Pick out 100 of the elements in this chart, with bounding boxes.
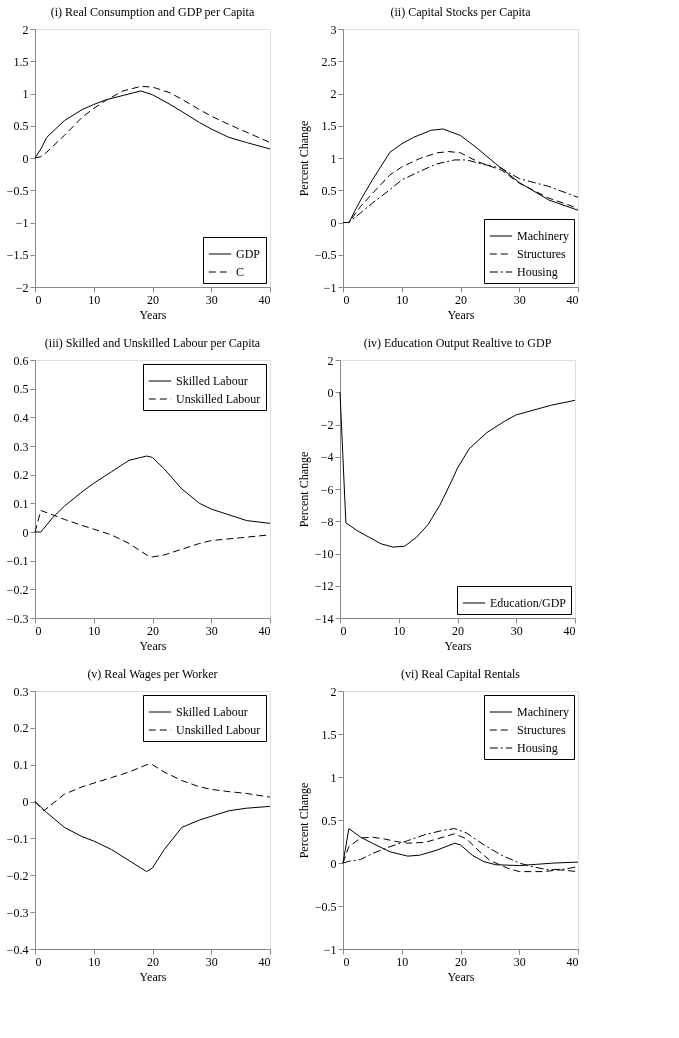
y-tick-label: −0.5 — [314, 248, 337, 263]
y-tick-label: −12 — [314, 579, 334, 594]
y-tick-label: 2 — [330, 684, 337, 699]
y-axis-title: Percent Change — [296, 120, 311, 197]
x-tick-label: 30 — [205, 292, 218, 307]
x-axis-title: Years — [139, 307, 167, 322]
y-tick-label: −1 — [15, 216, 29, 230]
legend-label: Unskilled Labour — [176, 723, 261, 737]
y-tick-label: 0 — [22, 151, 29, 166]
x-axis-title: Years — [444, 638, 472, 653]
x-tick-label: 20 — [455, 292, 467, 307]
x-tick-label: 30 — [205, 623, 218, 638]
x-tick-label: 10 — [393, 623, 406, 638]
y-tick-label: −0.4 — [6, 942, 29, 957]
x-tick-label: 30 — [205, 954, 218, 969]
x-tick-label: 30 — [513, 292, 526, 307]
y-tick-label: 0.5 — [321, 813, 337, 828]
legend-label: Structures — [517, 723, 566, 737]
y-tick-label: −0.3 — [6, 905, 29, 920]
y-tick-label: −14 — [314, 611, 334, 626]
x-tick-label: 30 — [513, 954, 526, 969]
y-tick-label: 1.5 — [321, 727, 337, 742]
y-tick-label: 1.5 — [13, 54, 29, 69]
legend-label: Skilled Labour — [176, 705, 248, 719]
x-tick-label: 20 — [452, 623, 464, 638]
y-tick-label: 0.2 — [13, 468, 29, 483]
chart-title: (i) Real Consumption and GDP per Capita — [50, 5, 255, 19]
x-tick-label: 10 — [88, 623, 101, 638]
y-tick-label: −0.2 — [6, 868, 29, 883]
x-axis-title: Years — [139, 638, 167, 653]
chart-title: (iii) Skilled and Unskilled Labour per Capita — [44, 336, 261, 350]
y-tick-label: 0.5 — [321, 183, 337, 198]
legend-label: Skilled Labour — [176, 374, 248, 388]
y-tick-label: −1 — [323, 280, 337, 295]
x-tick-label: 0 — [35, 954, 42, 969]
x-tick-label: 40 — [258, 292, 271, 307]
y-tick-label: 2.5 — [321, 54, 337, 69]
y-tick-label: 2 — [327, 353, 334, 368]
x-tick-label: 10 — [88, 954, 101, 969]
x-axis-title: Years — [447, 969, 475, 984]
legend-label: Machinery — [517, 705, 569, 719]
chart-title: (ii) Capital Stocks per Capita — [390, 5, 532, 19]
y-tick-label: 0.1 — [13, 496, 29, 511]
chart-title: (iv) Education Output Realtive to GDP — [363, 336, 552, 350]
x-tick-label: 10 — [396, 292, 409, 307]
y-tick-label: 3 — [330, 22, 337, 37]
y-tick-label: 0.3 — [13, 684, 29, 699]
y-tick-label: −2 — [320, 418, 334, 432]
y-tick-label: 2 — [22, 22, 29, 37]
y-tick-label: −4 — [320, 450, 334, 465]
y-tick-label: 0.3 — [13, 439, 29, 454]
x-tick-label: 20 — [147, 623, 159, 638]
x-tick-label: 40 — [566, 292, 579, 307]
y-tick-label: −0.1 — [6, 554, 29, 569]
x-tick-label: 10 — [88, 292, 101, 307]
x-tick-label: 20 — [147, 292, 159, 307]
y-tick-label: 0 — [22, 525, 29, 540]
legend-label: C — [236, 265, 245, 279]
y-tick-label: −2 — [15, 280, 29, 295]
legend-label: Machinery — [517, 229, 569, 243]
x-tick-label: 40 — [258, 623, 271, 638]
y-tick-label: 1.5 — [321, 119, 337, 134]
chart-title: (v) Real Wages per Worker — [87, 667, 218, 681]
y-tick-label: 1 — [22, 87, 29, 101]
y-tick-label: 0.5 — [13, 382, 29, 397]
x-tick-label: 0 — [340, 623, 347, 638]
x-tick-label: 0 — [343, 292, 350, 307]
y-tick-label: 0.5 — [13, 119, 29, 134]
y-tick-label: −1.5 — [6, 248, 29, 263]
y-tick-label: 0 — [22, 795, 29, 810]
x-tick-label: 40 — [566, 954, 579, 969]
y-tick-label: −6 — [320, 482, 334, 497]
x-tick-label: 10 — [396, 954, 409, 969]
x-tick-label: 0 — [35, 623, 42, 638]
legend-label: Unskilled Labour — [176, 392, 261, 406]
x-tick-label: 20 — [455, 954, 467, 969]
y-axis-title: Percent Change — [296, 451, 311, 528]
y-tick-label: 0.2 — [13, 721, 29, 736]
y-tick-label: 1 — [330, 770, 337, 785]
y-tick-label: −0.3 — [6, 611, 29, 626]
y-tick-label: 0 — [330, 856, 337, 871]
x-tick-label: 0 — [35, 292, 42, 307]
y-tick-label: −0.5 — [314, 899, 337, 914]
y-tick-label: 0.4 — [13, 410, 29, 425]
x-tick-label: 30 — [510, 623, 523, 638]
x-axis-title: Years — [447, 307, 475, 322]
legend-label: GDP — [236, 247, 261, 261]
y-tick-label: −1 — [323, 942, 337, 957]
legend-label: Housing — [517, 741, 558, 755]
y-tick-label: −8 — [320, 514, 334, 529]
legend-label: Housing — [517, 265, 558, 279]
x-tick-label: 40 — [258, 954, 271, 969]
y-tick-label: 0 — [330, 216, 337, 230]
x-tick-label: 40 — [563, 623, 576, 638]
y-tick-label: 1 — [330, 151, 337, 166]
y-tick-label: −0.2 — [6, 582, 29, 597]
y-axis-title: Percent Change — [296, 782, 311, 859]
x-axis-title: Years — [139, 969, 167, 984]
chart-title: (vi) Real Capital Rentals — [401, 667, 521, 681]
y-tick-label: −0.1 — [6, 831, 29, 846]
